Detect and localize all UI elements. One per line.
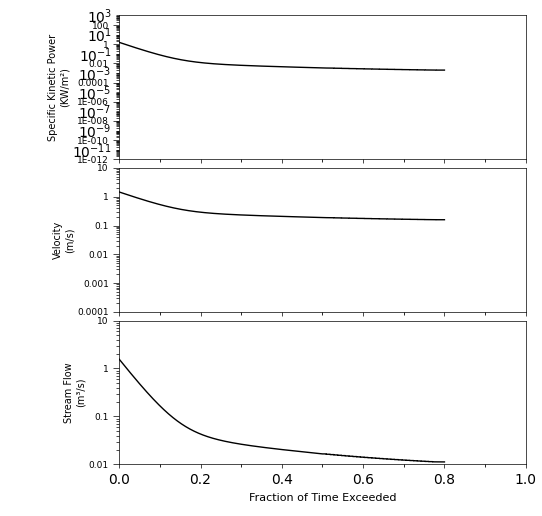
Y-axis label: Specific Kinetic Power
(KW/m²): Specific Kinetic Power (KW/m²): [48, 34, 69, 141]
Y-axis label: Velocity
(m/s): Velocity (m/s): [53, 221, 74, 259]
Y-axis label: Stream Flow
(m³/s): Stream Flow (m³/s): [64, 362, 86, 423]
X-axis label: Fraction of Time Exceeded: Fraction of Time Exceeded: [249, 493, 396, 503]
